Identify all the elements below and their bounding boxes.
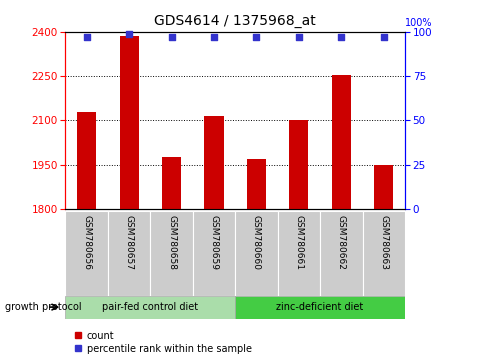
Point [337,34,345,40]
Text: GSM780660: GSM780660 [251,215,260,270]
Bar [204,116,223,209]
Bar [235,296,404,319]
Bar [150,211,192,296]
Text: GSM780659: GSM780659 [209,215,218,270]
Bar [65,211,107,296]
Point [294,34,302,40]
Legend: count, percentile rank within the sample: count, percentile rank within the sample [70,327,255,354]
Bar [235,211,277,296]
Text: GSM780663: GSM780663 [378,215,388,270]
Bar [192,211,235,296]
Bar [374,165,393,209]
Text: GSM780661: GSM780661 [294,215,303,270]
Bar [362,211,404,296]
Bar [120,36,138,209]
Bar [77,112,96,209]
Bar [246,159,265,209]
Point [210,34,217,40]
Text: GSM780657: GSM780657 [124,215,134,270]
Bar [277,211,319,296]
Bar [319,211,362,296]
Title: GDS4614 / 1375968_at: GDS4614 / 1375968_at [154,14,316,28]
Point [83,34,91,40]
Text: GSM780658: GSM780658 [166,215,176,270]
Text: GSM780656: GSM780656 [82,215,91,270]
Text: zinc-deficient diet: zinc-deficient diet [276,302,363,312]
Text: pair-fed control diet: pair-fed control diet [102,302,198,312]
Point [252,34,260,40]
Bar [65,296,235,319]
Point [125,31,133,36]
Text: 100%: 100% [404,18,432,28]
Bar [289,120,308,209]
Text: GSM780662: GSM780662 [336,215,345,270]
Bar [107,211,150,296]
Point [167,34,175,40]
Bar [162,157,181,209]
Bar [331,75,350,209]
Point [379,34,387,40]
Text: growth protocol: growth protocol [5,302,81,312]
